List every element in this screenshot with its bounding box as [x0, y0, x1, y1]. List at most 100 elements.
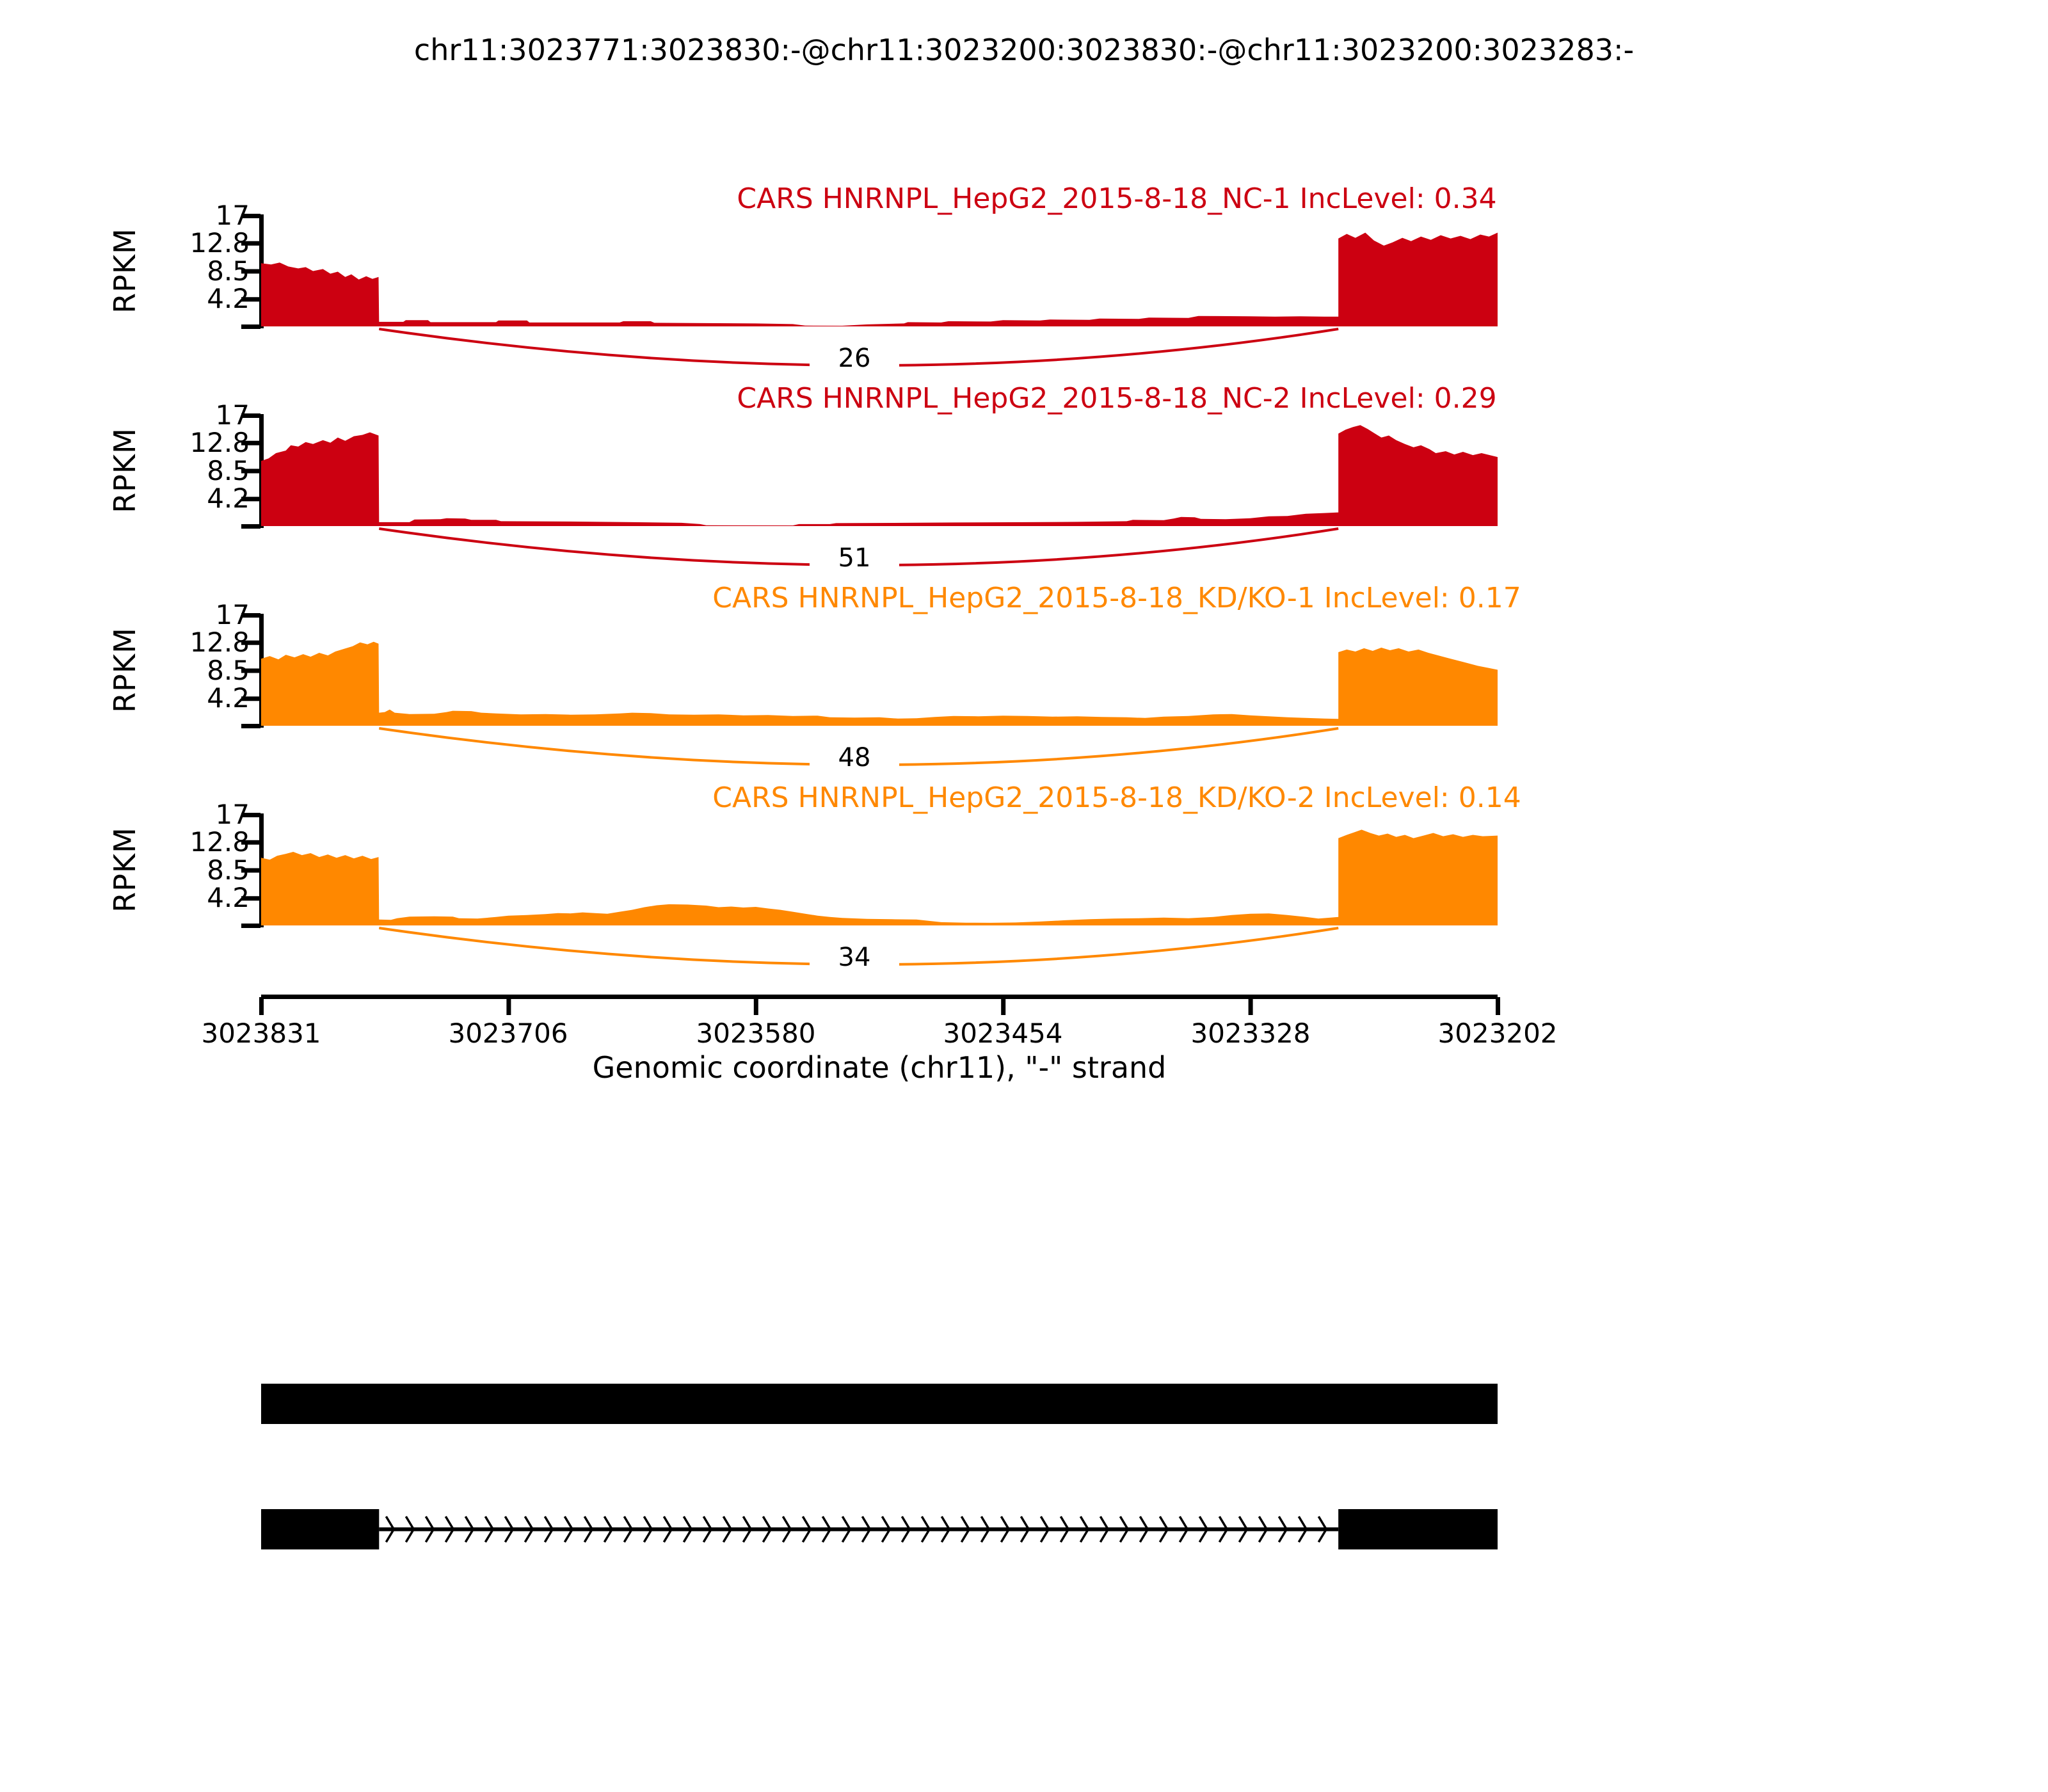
y-axis-tick: [241, 668, 260, 673]
intron-arrow-icon: [1238, 1516, 1249, 1543]
intron-arrow-icon: [1039, 1516, 1050, 1543]
x-axis-tick: [1001, 997, 1006, 1015]
intron-arrow-icon: [1198, 1516, 1209, 1543]
intron-arrow-icon: [940, 1516, 951, 1543]
intron-arrow-icon: [583, 1516, 594, 1543]
intron-arrow-icon: [821, 1516, 832, 1543]
intron-arrow-icon: [1099, 1516, 1110, 1543]
ytick-label: 12.8: [189, 227, 250, 259]
x-axis-tick: [259, 997, 264, 1015]
y-axis-tick: [241, 840, 260, 845]
intron-arrow-icon: [900, 1516, 911, 1543]
ytick-label: 17: [215, 599, 250, 630]
intron-arrow-icon: [444, 1516, 455, 1543]
intron-arrow-icon: [543, 1516, 554, 1543]
xtick-label: 3023328: [1190, 1018, 1311, 1049]
ytick-label: 17: [215, 399, 250, 431]
y-axis-tick: [241, 924, 260, 928]
coverage-area-track-1: [261, 232, 1498, 326]
intron-arrow-icon: [861, 1516, 872, 1543]
y-axis-tick: [241, 324, 260, 329]
y-axis-tick: [241, 524, 260, 529]
intron-arrow-icon: [1178, 1516, 1189, 1543]
y-axis-tick: [241, 297, 260, 302]
intron-arrow-icon: [643, 1516, 653, 1543]
y-axis-tick: [241, 214, 260, 218]
gene-model-exon-inclusion-isoform: [261, 1384, 1498, 1424]
x-axis-label: Genomic coordinate (chr11), "-" strand: [592, 1050, 1167, 1085]
track-title-kdko-1: CARS HNRNPL_HepG2_2015-8-18_KD/KO-1 IncL…: [712, 582, 1521, 614]
intron-arrow-icon: [881, 1516, 892, 1543]
xtick-label: 3023831: [201, 1018, 321, 1049]
y-axis-tick: [241, 241, 260, 246]
intron-arrow-icon: [524, 1516, 534, 1543]
ytick-label: 4.2: [207, 882, 250, 913]
coverage-area-track-2: [261, 425, 1498, 526]
y-axis-tick: [241, 640, 260, 645]
intron-arrow-icon: [1139, 1516, 1149, 1543]
ytick-label: 8.5: [207, 655, 250, 686]
intron-arrow-icon: [1020, 1516, 1030, 1543]
y-axis-tick: [241, 813, 260, 817]
y-axis-tick: [241, 696, 260, 701]
ytick-label: 12.8: [189, 627, 250, 658]
xtick-label: 3023580: [696, 1018, 816, 1049]
intron-arrow-icon: [1317, 1516, 1328, 1543]
junction-count-track-4: 34: [810, 943, 899, 972]
x-axis-tick: [1496, 997, 1500, 1015]
intron-arrow-icon: [742, 1516, 753, 1543]
y-axis-tick: [241, 269, 260, 274]
xtick-label: 3023454: [943, 1018, 1063, 1049]
ytick-label: 4.2: [207, 283, 250, 314]
y-axis-tick: [241, 613, 260, 618]
intron-arrow-icon: [464, 1516, 475, 1543]
intron-arrow-icon: [623, 1516, 634, 1543]
ytick-label: 8.5: [207, 255, 250, 287]
ytick-label: 4.2: [207, 682, 250, 714]
gene-model-intron-line: [379, 1527, 1339, 1532]
x-axis-tick: [1248, 997, 1253, 1015]
xtick-label: 3023706: [448, 1018, 568, 1049]
intron-arrow-icon: [980, 1516, 991, 1543]
ytick-label: 8.5: [207, 854, 250, 886]
ytick-label: 12.8: [189, 826, 250, 858]
intron-arrow-icon: [603, 1516, 614, 1543]
intron-arrow-icon: [801, 1516, 812, 1543]
intron-arrow-icon: [762, 1516, 772, 1543]
ytick-label: 12.8: [189, 427, 250, 458]
figure-title: chr11:3023771:3023830:-@chr11:3023200:30…: [413, 33, 1635, 67]
y-axis-tick: [241, 468, 260, 474]
y-axis-tick: [241, 497, 260, 502]
ytick-label: 8.5: [207, 455, 250, 486]
x-axis-spine: [261, 995, 1498, 999]
intron-arrow-icon: [484, 1516, 495, 1543]
intron-arrow-icon: [781, 1516, 792, 1543]
coverage-area-track-3: [261, 641, 1498, 726]
gene-model-exon-skipping-isoform: [1338, 1509, 1498, 1549]
intron-arrow-icon: [662, 1516, 673, 1543]
ytick-label: 17: [215, 799, 250, 830]
track-title-nc-2: CARS HNRNPL_HepG2_2015-8-18_NC-2 IncLeve…: [737, 382, 1497, 415]
x-axis-tick: [506, 997, 511, 1015]
intron-arrow-icon: [960, 1516, 971, 1543]
track-title-nc-1: CARS HNRNPL_HepG2_2015-8-18_NC-1 IncLeve…: [737, 182, 1497, 215]
ytick-label: 17: [215, 200, 250, 231]
intron-arrow-icon: [841, 1516, 852, 1543]
intron-arrow-icon: [702, 1516, 713, 1543]
intron-arrow-icon: [722, 1516, 733, 1543]
y-axis-tick: [241, 440, 260, 445]
ytick-label: 4.2: [207, 483, 250, 514]
x-axis-tick: [753, 997, 758, 1015]
xtick-label: 3023202: [1437, 1018, 1558, 1049]
junction-count-track-3: 48: [810, 744, 899, 772]
intron-arrow-icon: [1000, 1516, 1011, 1543]
intron-arrow-icon: [385, 1516, 396, 1543]
coverage-area-track-4: [261, 829, 1498, 925]
intron-arrow-icon: [504, 1516, 515, 1543]
track-title-kdko-2: CARS HNRNPL_HepG2_2015-8-18_KD/KO-2 IncL…: [712, 781, 1521, 814]
intron-arrow-icon: [1059, 1516, 1070, 1543]
intron-arrow-icon: [1297, 1516, 1308, 1543]
intron-arrow-icon: [1277, 1516, 1288, 1543]
